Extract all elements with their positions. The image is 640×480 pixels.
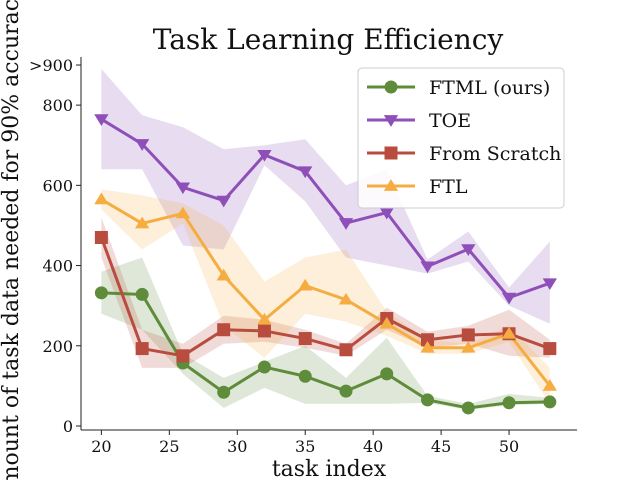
point-ftl — [175, 206, 191, 219]
point-ftl — [298, 278, 313, 291]
y-tick-label: 200 — [42, 337, 73, 356]
point-ftml-ours — [339, 384, 353, 398]
point-ftml-ours — [217, 385, 231, 399]
point-toe — [501, 292, 517, 305]
axes — [80, 57, 577, 431]
legend-marker-toe — [383, 115, 399, 127]
band-ftml-ours — [101, 257, 550, 410]
x-ticks: 20 25 30 35 40 45 50 — [91, 430, 519, 456]
line-ftml-ours — [101, 291, 550, 410]
point-toe — [298, 166, 313, 179]
point-toe — [461, 244, 476, 256]
point-ftl — [461, 340, 476, 353]
point-from-scratch — [135, 342, 149, 356]
point-toe — [216, 195, 231, 208]
point-from-scratch — [217, 323, 231, 337]
legend-label-ftl: FTL — [429, 176, 468, 198]
point-ftml-ours — [94, 286, 108, 300]
point-ftml-ours — [461, 401, 475, 415]
x-tick-label: 25 — [159, 437, 179, 456]
x-tick-label: 50 — [499, 437, 519, 456]
band-ftl — [101, 189, 550, 404]
y-tick-label: >900 — [29, 56, 73, 75]
point-from-scratch — [94, 230, 108, 244]
point-toe — [175, 182, 191, 195]
point-toe — [94, 114, 109, 126]
x-tick-label: 30 — [227, 437, 247, 456]
point-ftl — [379, 316, 394, 329]
legend-marker-ftml-ours — [384, 80, 398, 94]
point-toe — [542, 278, 557, 291]
point-from-scratch — [543, 342, 557, 356]
series-markers — [94, 114, 557, 415]
point-ftl — [216, 268, 231, 281]
chart-title: Task Learning Efficiency — [153, 23, 504, 56]
legend-box — [357, 67, 565, 209]
point-from-scratch — [257, 324, 271, 338]
point-ftl — [542, 379, 557, 391]
x-tick-label: 35 — [295, 437, 315, 456]
point-ftml-ours — [135, 287, 149, 301]
y-axis-label: amount of task data needed for 90% accur… — [0, 0, 24, 480]
point-from-scratch — [298, 332, 312, 346]
point-ftml-ours — [298, 369, 312, 383]
point-from-scratch — [461, 328, 475, 342]
y-ticks: 0 200 400 600 800 >900 — [29, 56, 81, 436]
band-from-scratch — [101, 217, 550, 368]
x-tick-label: 20 — [91, 437, 111, 456]
point-toe — [338, 218, 354, 230]
point-toe — [379, 207, 394, 220]
legend-marker-from-scratch — [384, 146, 398, 160]
point-ftl — [501, 326, 517, 339]
point-ftl — [338, 292, 354, 305]
y-tick-label: 400 — [42, 257, 73, 276]
point-ftl — [135, 216, 150, 229]
y-tick-label: 0 — [63, 417, 73, 436]
point-from-scratch — [339, 343, 353, 357]
point-ftml-ours — [502, 396, 516, 410]
line-ftl — [100, 198, 552, 387]
point-ftl — [420, 340, 435, 353]
point-from-scratch — [421, 333, 435, 347]
legend: FTML (ours) TOE From Scratch FTL — [357, 67, 565, 209]
point-ftml-ours — [380, 367, 394, 381]
y-tick-label: 600 — [42, 176, 73, 195]
point-toe — [257, 149, 272, 162]
x-tick-label: 45 — [431, 437, 451, 456]
point-toe — [135, 139, 150, 151]
x-tick-label: 40 — [363, 437, 383, 456]
legend-label-ftml-ours: FTML (ours) — [429, 77, 550, 99]
point-ftl — [257, 312, 272, 325]
line-from-scratch — [99, 236, 551, 358]
legend-marker-ftl — [383, 179, 399, 191]
point-ftml-ours — [543, 395, 557, 409]
x-axis-label: task index — [272, 457, 387, 480]
point-ftml-ours — [421, 393, 435, 407]
point-from-scratch — [176, 349, 190, 363]
line-toe — [100, 117, 551, 300]
point-ftml-ours — [257, 360, 271, 374]
legend-label-toe: TOE — [429, 110, 471, 132]
point-toe — [420, 261, 435, 274]
legend-label-from-scratch: From Scratch — [429, 143, 561, 165]
series-lines — [99, 117, 552, 410]
point-ftl — [94, 192, 109, 205]
y-tick-label: 800 — [42, 96, 73, 115]
